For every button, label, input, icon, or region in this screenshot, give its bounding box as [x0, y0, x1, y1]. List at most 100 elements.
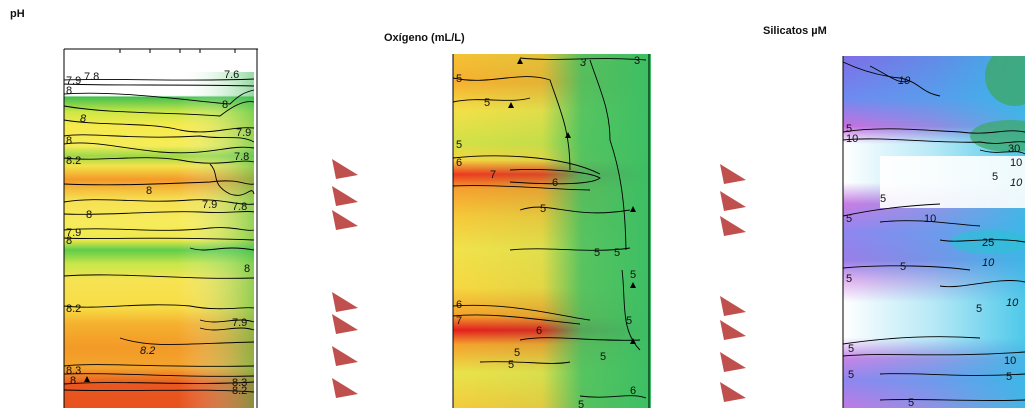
- silicates-chart: 10 5 10 30 10 5 10 5 5 10 25 5 10 5 10 5…: [840, 56, 1025, 408]
- silicates-label: 5: [1006, 371, 1012, 383]
- red-arrow-icon: [718, 187, 748, 213]
- ph-label: 7.8: [234, 151, 249, 163]
- ph-title: pH: [10, 8, 25, 20]
- red-arrow-icon: [330, 342, 360, 368]
- silicates-label: 10: [1010, 157, 1022, 169]
- silicates-label: 30: [1008, 143, 1020, 155]
- silicates-title: Silicatos µM: [763, 25, 827, 37]
- silicates-label: 10: [1006, 297, 1019, 309]
- oxygen-label: 6: [552, 177, 558, 189]
- oxygen-contour-labels: 3 3 5 5 5 6 7 6 5 5 5 5 6 7 6 5 5 5 5 5 …: [456, 55, 640, 408]
- ph-label: 8.2: [66, 155, 81, 167]
- ph-label: 8: [80, 113, 87, 125]
- ph-label: 8.2: [66, 303, 81, 315]
- oxygen-label: 5: [456, 73, 462, 85]
- ph-label: 7.9: [66, 75, 81, 87]
- ph-label: 8.3: [66, 365, 81, 377]
- oxygen-label: 5: [600, 351, 606, 363]
- ph-label: 8: [244, 263, 250, 275]
- oxygen-label: 5: [540, 203, 546, 215]
- oxygen-label: 5: [456, 139, 462, 151]
- ph-label: 8: [66, 235, 72, 247]
- ph-chart: 7.8 7.6 7.9 8 8 8 7.9 8.2 7.8 8 8 7.9 7.…: [60, 44, 258, 408]
- silicates-high-zone: [985, 56, 1025, 106]
- silicates-label: 5: [846, 123, 852, 135]
- ph-label: 8.2: [140, 345, 155, 357]
- silicates-high-zone: [970, 120, 1025, 152]
- ph-label: 8: [86, 209, 92, 221]
- ph-top-ticks: [63, 49, 236, 53]
- ph-label: 8.3: [232, 377, 247, 389]
- ph-contours: [63, 78, 255, 393]
- silicates-label: 10: [1004, 355, 1016, 367]
- oxygen-label: 7: [456, 315, 462, 327]
- ph-label: 7.9: [66, 227, 81, 239]
- ph-contour-labels: 7.8 7.6 7.9 8 8 8 7.9 8.2 7.8 8 8 7.9 7.…: [66, 69, 251, 397]
- red-arrow-icon: [330, 206, 360, 232]
- silicates-label: 10: [982, 257, 995, 269]
- oxygen-label: 5: [614, 247, 620, 259]
- silicates-label: 5: [846, 213, 852, 225]
- silicates-chart-svg: 10 5 10 30 10 5 10 5 5 10 25 5 10 5 10 5…: [842, 56, 1025, 408]
- silicates-label: 25: [982, 237, 994, 249]
- ph-label: 7.9: [232, 317, 247, 329]
- silicates-contour-labels: 10 5 10 30 10 5 10 5 5 10 25 5 10 5 10 5…: [846, 75, 1023, 408]
- oxygen-label: 6: [456, 157, 462, 169]
- silicates-contours: [842, 61, 1025, 402]
- oxygen-label: 7: [490, 169, 496, 181]
- silicates-label: 5: [880, 193, 886, 205]
- oxygen-chart-svg: 3 3 5 5 5 6 7 6 5 5 5 5 6 7 6 5 5 5 5 5 …: [452, 54, 651, 408]
- red-arrow-icon: [330, 310, 360, 336]
- ph-label: 7.8: [84, 71, 99, 83]
- silicates-label: 10: [846, 133, 858, 145]
- red-arrow-icon: [330, 182, 360, 208]
- red-arrow-icon: [718, 378, 748, 404]
- red-arrow-icon: [330, 288, 360, 314]
- silicates-label: 5: [992, 171, 998, 183]
- oxygen-direction-markers: [508, 58, 636, 344]
- red-arrow-icon: [718, 160, 748, 186]
- ph-direction-marker: [84, 376, 90, 382]
- red-arrow-icon: [718, 292, 748, 318]
- red-arrow-icon: [330, 155, 360, 181]
- silicates-low-zone: [880, 156, 1025, 208]
- silicates-label: 5: [900, 261, 906, 273]
- silicates-label: 10: [1010, 177, 1023, 189]
- silicates-label: 5: [846, 273, 852, 285]
- silicates-label: 5: [848, 343, 854, 355]
- oxygen-label: 5: [630, 269, 636, 281]
- ph-label: 8.2: [232, 385, 247, 397]
- oxygen-label: 5: [578, 399, 584, 408]
- silicates-label: 10: [924, 213, 936, 225]
- oxygen-label: 3: [634, 55, 640, 67]
- red-arrow-icon: [718, 316, 748, 342]
- silicates-label: 10: [898, 75, 911, 87]
- oxygen-label: 6: [456, 299, 462, 311]
- ph-label: 7.6: [224, 69, 239, 81]
- oxygen-contours: [452, 57, 647, 399]
- oxygen-label: 6: [536, 325, 542, 337]
- ph-label: 8: [66, 85, 72, 97]
- silicates-label: 5: [976, 303, 982, 315]
- oxygen-label: 5: [626, 315, 632, 327]
- ph-label: 7.9: [236, 127, 251, 139]
- oxygen-chart: 3 3 5 5 5 6 7 6 5 5 5 5 6 7 6 5 5 5 5 5 …: [450, 50, 655, 408]
- red-arrow-icon: [718, 212, 748, 238]
- silicates-label: 5: [908, 397, 914, 408]
- oxygen-title: Oxígeno (mL/L): [384, 32, 465, 44]
- silicates-mid-zone: [950, 230, 1025, 254]
- red-arrow-icon: [718, 348, 748, 374]
- ph-label: 8: [70, 375, 76, 387]
- ph-label: 8: [146, 185, 152, 197]
- red-arrow-icon: [330, 374, 360, 400]
- silicates-label: 5: [848, 369, 854, 381]
- ph-chart-svg: 7.8 7.6 7.9 8 8 8 7.9 8.2 7.8 8 8 7.9 7.…: [63, 48, 258, 408]
- ph-label: 7.8: [232, 201, 247, 213]
- ph-label: 8: [66, 135, 72, 147]
- oxygen-label: 5: [484, 97, 490, 109]
- ph-field-shading: [64, 72, 254, 408]
- ph-label: 8: [222, 99, 228, 111]
- oxygen-label: 5: [594, 247, 600, 259]
- oxygen-label: 5: [508, 359, 514, 371]
- ph-label: 7.9: [202, 199, 217, 211]
